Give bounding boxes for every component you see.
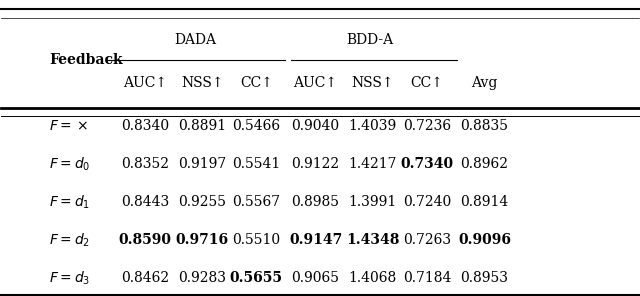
- Text: 0.8340: 0.8340: [121, 119, 169, 133]
- Text: 0.9197: 0.9197: [178, 157, 226, 171]
- Text: 0.5655: 0.5655: [230, 271, 283, 285]
- Text: 0.5567: 0.5567: [232, 195, 280, 209]
- Text: 0.8835: 0.8835: [460, 119, 508, 133]
- Text: 0.8352: 0.8352: [121, 157, 169, 171]
- Text: 0.9255: 0.9255: [178, 195, 226, 209]
- Text: 1.4039: 1.4039: [349, 119, 397, 133]
- Text: 0.7184: 0.7184: [403, 271, 451, 285]
- Text: CC↑: CC↑: [411, 76, 444, 91]
- Text: 0.9040: 0.9040: [291, 119, 340, 133]
- Text: 0.9096: 0.9096: [458, 233, 511, 247]
- Text: $F = d_2$: $F = d_2$: [49, 232, 90, 249]
- Text: BDD-A: BDD-A: [346, 33, 393, 46]
- Text: $F = \times$: $F = \times$: [49, 119, 88, 133]
- Text: AUC↑: AUC↑: [294, 76, 337, 91]
- Text: 0.9147: 0.9147: [289, 233, 342, 247]
- Text: 0.8953: 0.8953: [460, 271, 508, 285]
- Text: 0.8443: 0.8443: [120, 195, 169, 209]
- Text: 0.5466: 0.5466: [232, 119, 280, 133]
- Text: $F = d_0$: $F = d_0$: [49, 155, 90, 173]
- Text: 0.7236: 0.7236: [403, 119, 451, 133]
- Text: 0.5510: 0.5510: [232, 233, 280, 247]
- Text: 0.7340: 0.7340: [401, 157, 454, 171]
- Text: 0.9122: 0.9122: [291, 157, 340, 171]
- Text: 0.8462: 0.8462: [121, 271, 169, 285]
- Text: 0.9065: 0.9065: [292, 271, 340, 285]
- Text: 0.8914: 0.8914: [460, 195, 509, 209]
- Text: 0.7240: 0.7240: [403, 195, 451, 209]
- Text: CC↑: CC↑: [240, 76, 273, 91]
- Text: 0.7263: 0.7263: [403, 233, 451, 247]
- Text: 0.5541: 0.5541: [232, 157, 280, 171]
- Text: 0.8590: 0.8590: [118, 233, 172, 247]
- Text: 1.4068: 1.4068: [349, 271, 397, 285]
- Text: 1.3991: 1.3991: [349, 195, 397, 209]
- Text: $F = d_1$: $F = d_1$: [49, 194, 90, 211]
- Text: DADA: DADA: [175, 33, 217, 46]
- Text: NSS↑: NSS↑: [181, 76, 223, 91]
- Text: 0.8891: 0.8891: [178, 119, 226, 133]
- Text: 1.4348: 1.4348: [346, 233, 399, 247]
- Text: 0.9283: 0.9283: [178, 271, 226, 285]
- Text: $F = d_3$: $F = d_3$: [49, 270, 90, 287]
- Text: Avg: Avg: [471, 76, 497, 91]
- Text: NSS↑: NSS↑: [351, 76, 394, 91]
- Text: 1.4217: 1.4217: [349, 157, 397, 171]
- Text: 0.8962: 0.8962: [460, 157, 508, 171]
- Text: Feedback: Feedback: [49, 53, 123, 67]
- Text: 0.8985: 0.8985: [292, 195, 340, 209]
- Text: 0.9716: 0.9716: [175, 233, 228, 247]
- Text: AUC↑: AUC↑: [123, 76, 167, 91]
